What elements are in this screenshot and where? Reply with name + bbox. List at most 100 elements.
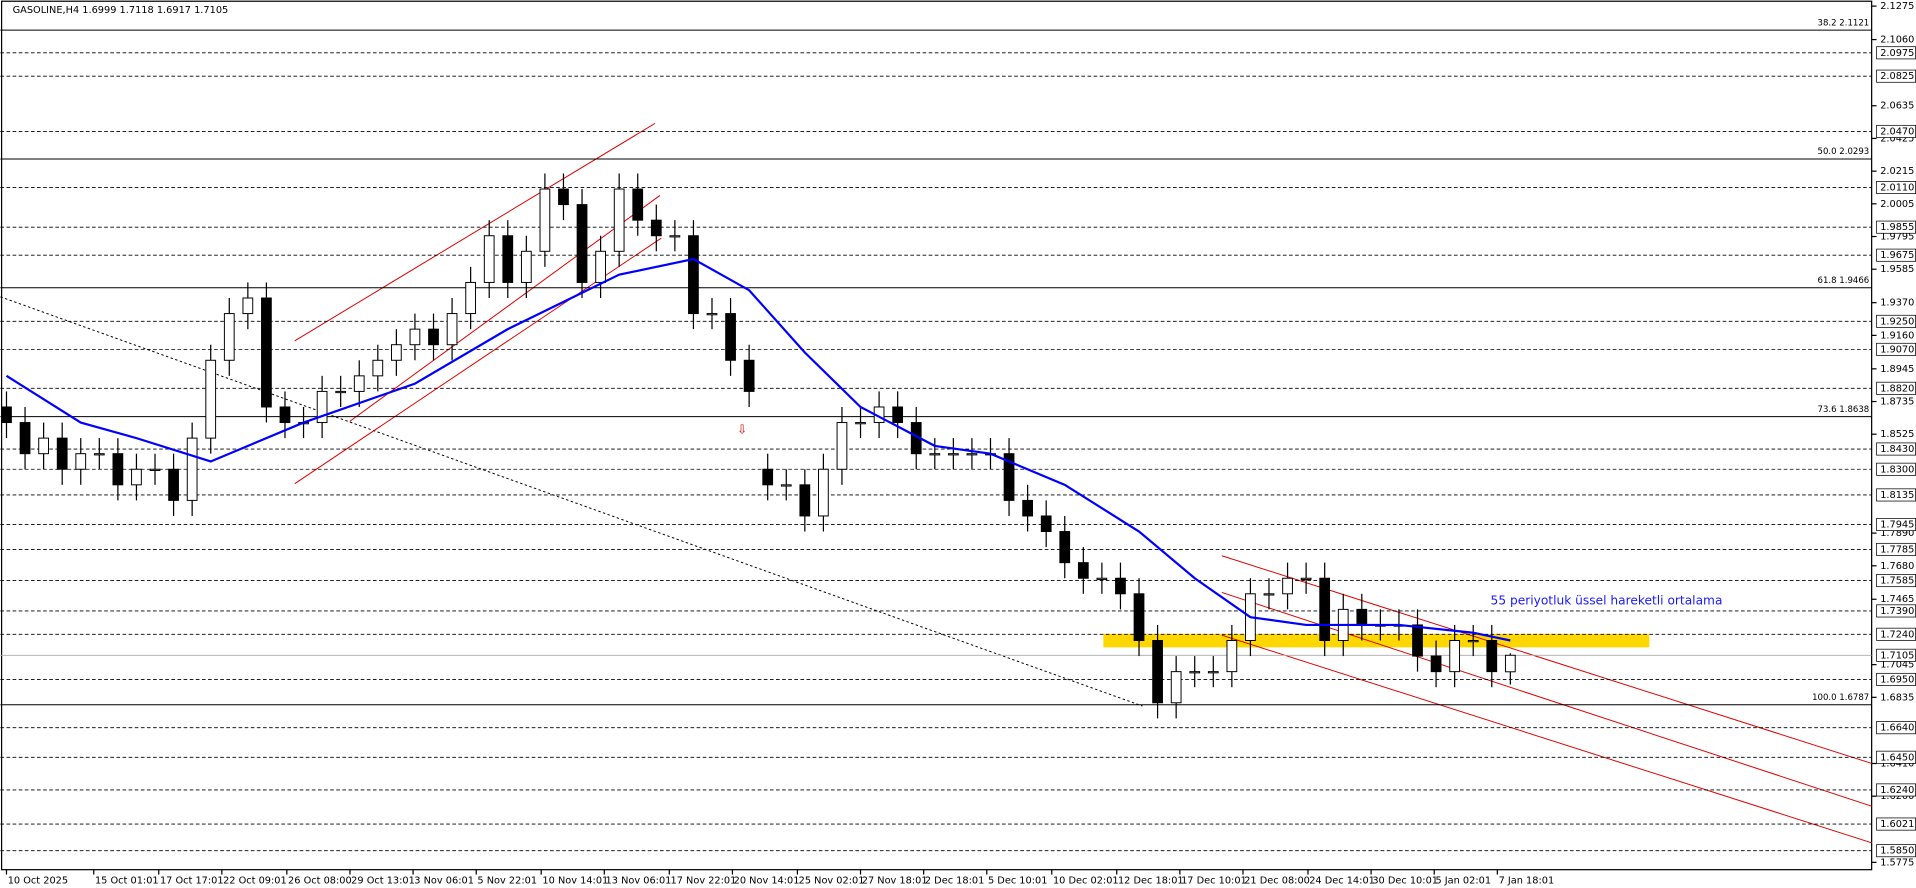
x-tick-label: 21 Dec 08:00 <box>1244 876 1310 887</box>
candle-body <box>743 359 755 392</box>
x-tick-label: 17 Oct 17:01 <box>160 876 224 887</box>
candle-body <box>966 453 978 456</box>
candle-body <box>632 188 644 221</box>
channel-line <box>349 195 661 422</box>
candle-body <box>669 235 681 238</box>
candle-body <box>372 359 384 377</box>
y-tick-label: 2.0635 <box>1880 101 1914 112</box>
candle-body <box>855 422 866 425</box>
candle-body <box>1356 608 1368 626</box>
candle-body <box>279 406 291 424</box>
x-tick-label: 15 Oct 01:01 <box>95 876 159 887</box>
candle-body <box>75 453 87 470</box>
candle-body <box>242 297 254 315</box>
x-tick-label: 13 Nov 06:01 <box>606 876 672 887</box>
level-label: 1.7240 <box>1880 629 1914 640</box>
candle-body <box>539 188 551 252</box>
candle-body <box>112 453 124 486</box>
x-tick-label: 20 Nov 14:01 <box>734 876 800 887</box>
level-label: 1.8135 <box>1880 490 1914 501</box>
candle-body <box>1504 654 1516 673</box>
candle-body <box>335 390 347 394</box>
x-tick-label: 10 Nov 14:01 <box>542 876 608 887</box>
level-label: 1.6450 <box>1880 752 1914 763</box>
candle-body <box>1300 577 1312 580</box>
candle-body <box>483 235 495 283</box>
plot-frame <box>0 0 1873 871</box>
candle-body <box>836 422 848 470</box>
candle-body <box>520 250 532 283</box>
level-label: 1.6640 <box>1880 723 1914 734</box>
x-tick-label: 12 Dec 18:01 <box>1118 876 1184 887</box>
y-tick-label: 1.7045 <box>1880 660 1914 671</box>
candle-body <box>688 235 699 315</box>
candle-body <box>465 281 477 315</box>
candle-body <box>19 422 31 455</box>
candle-body <box>1003 453 1015 501</box>
y-tick-label: 1.9370 <box>1880 298 1914 309</box>
ema-line <box>5 257 1511 642</box>
level-label: 2.0975 <box>1880 48 1914 59</box>
level-label: 1.7945 <box>1880 520 1914 531</box>
channel-line <box>294 122 656 342</box>
x-tick-label: 22 Oct 09:01 <box>223 876 287 887</box>
candle-body <box>1467 640 1479 643</box>
y-tick-label: 1.7465 <box>1880 594 1914 605</box>
x-tick-label: 7 Jan 18:01 <box>1499 876 1555 887</box>
candle-body <box>261 297 272 408</box>
channel-line <box>1221 634 1872 844</box>
candle-body <box>892 406 904 424</box>
candle-body <box>818 468 829 517</box>
chart-title: GASOLINE,H4 1.6999 1.7118 1.6917 1.7105 <box>13 5 229 16</box>
y-tick-label: 1.8945 <box>1880 364 1914 375</box>
candle-body <box>558 188 569 206</box>
y-tick-label: 1.9160 <box>1880 330 1914 341</box>
candle-body <box>409 328 421 346</box>
candle-body <box>1115 577 1126 595</box>
candle-body <box>1133 593 1145 641</box>
x-tick-label: 24 Dec 14:01 <box>1309 876 1375 887</box>
candle-body <box>390 344 402 361</box>
candle-body <box>1430 655 1442 673</box>
candle-body <box>1022 499 1033 517</box>
x-tick-label: 17 Dec 10:01 <box>1181 876 1247 887</box>
candle-body <box>1486 640 1498 673</box>
candles <box>1 173 1516 719</box>
x-tick-label: 2 Dec 18:01 <box>925 876 984 887</box>
candle-body <box>1449 640 1461 673</box>
candle-body <box>131 468 142 486</box>
x-tick-label: 26 Oct 08:00 <box>288 876 352 887</box>
level-label: 1.6950 <box>1880 674 1914 685</box>
candle-body <box>1096 577 1108 580</box>
candle-body <box>428 328 439 346</box>
y-tick-label: 1.6835 <box>1880 692 1914 703</box>
fib-label: 61.8 1.9466 <box>1818 276 1870 286</box>
level-label: 2.0110 <box>1880 182 1914 193</box>
level-label: 1.8820 <box>1880 383 1914 394</box>
y-tick-label: 2.1275 <box>1880 1 1914 12</box>
candle-body <box>1059 531 1071 564</box>
candle-body <box>1152 640 1163 704</box>
candle-body <box>353 375 365 392</box>
candle-body <box>762 468 774 486</box>
x-tick-label: 17 Nov 22:01 <box>671 876 737 887</box>
y-tick-label: 1.8735 <box>1880 397 1914 408</box>
y-tick-label: 1.8525 <box>1880 429 1914 440</box>
y-tick-label: 1.7680 <box>1880 561 1914 572</box>
x-tick-label: 3 Nov 06:01 <box>414 876 474 887</box>
candle-body <box>595 250 606 283</box>
candle-body <box>650 219 662 237</box>
y-tick-label: 2.0005 <box>1880 199 1914 210</box>
x-tick-label: 5 Nov 22:01 <box>477 876 537 887</box>
level-label: 1.7585 <box>1880 576 1914 587</box>
candle-body <box>223 313 235 361</box>
trend-line <box>0 296 1143 707</box>
candle-body <box>613 188 625 252</box>
candle-body <box>1226 640 1238 673</box>
annotation: 55 periyotluk üssel hareketli ortalama <box>1491 593 1723 607</box>
y-tick-label: 2.0425 <box>1880 133 1914 144</box>
level-label: 2.0470 <box>1880 126 1914 137</box>
channel-line <box>1221 555 1872 764</box>
level-label: 1.9855 <box>1880 222 1914 233</box>
level-label: 1.5850 <box>1880 846 1914 857</box>
